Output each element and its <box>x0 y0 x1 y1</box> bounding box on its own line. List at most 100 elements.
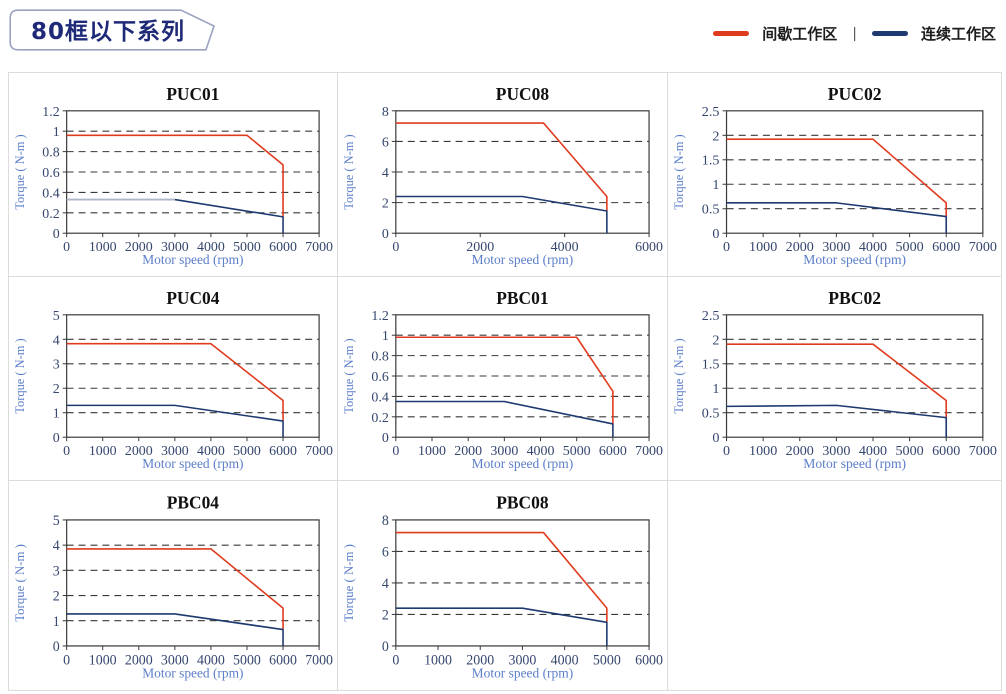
y-tick-label: 1.5 <box>702 358 720 373</box>
x-axis-label: Motor speed (rpm) <box>142 252 243 267</box>
y-tick-label: 1.2 <box>371 309 388 324</box>
y-tick-label: 8 <box>382 513 389 529</box>
series-line-continuous <box>395 607 608 646</box>
x-axis-label: Motor speed (rpm) <box>142 666 243 682</box>
x-axis-label: Motor speed (rpm) <box>472 252 574 267</box>
y-tick-label: 1 <box>712 178 719 193</box>
series-line-continuous <box>726 404 948 438</box>
plot-border <box>395 110 650 234</box>
x-tick-label: 2000 <box>125 444 153 459</box>
continuous-legend-label: 连续工作区 <box>920 25 996 43</box>
x-tick-label: 4000 <box>551 652 579 668</box>
torque-speed-chart: 0 1000 2000 3000 4000 5000 6000 7000 0 0.2 0.4 0.6 0… <box>13 84 333 267</box>
y-tick-label: 2 <box>382 197 389 212</box>
y-tick-label: 4 <box>53 538 60 554</box>
y-tick-label: 2.5 <box>702 309 720 324</box>
y-tick-label: 0.2 <box>371 411 388 426</box>
chart-cell-puc04: 0 1000 2000 3000 4000 5000 6000 7000 0 1 2 3 4 5 PUC04… <box>9 277 338 481</box>
y-tick-label: 3 <box>53 563 60 579</box>
y-tick-label: 0.8 <box>371 350 388 365</box>
x-tick-label: 3000 <box>508 652 536 668</box>
x-tick-label: 5000 <box>233 240 261 255</box>
x-tick-label: 5000 <box>593 652 621 668</box>
chart-cell-pbc02: 0 1000 2000 3000 4000 5000 6000 7000 0 0.5 1 1.5 2 2.… <box>668 277 1002 481</box>
x-tick-label: 7000 <box>635 444 663 459</box>
y-tick-label: 0 <box>382 431 389 446</box>
x-tick-label: 6000 <box>932 240 960 255</box>
y-tick-label: 1 <box>712 382 719 397</box>
y-axis-label: Torque ( N-m ) <box>672 338 686 413</box>
x-tick-label: 0 <box>63 652 70 668</box>
y-tick-label: 0 <box>382 639 389 655</box>
chart-cell-pbc04: 0 1000 2000 3000 4000 5000 6000 7000 0 1 2 3 4 5 PBC04… <box>9 481 338 691</box>
series-line-intermittent <box>726 343 948 418</box>
y-tick-label: 2 <box>53 382 60 397</box>
x-tick-label: 4000 <box>197 444 225 459</box>
chart-title: PUC08 <box>496 84 550 104</box>
x-tick-label: 0 <box>723 240 730 255</box>
y-tick-label: 0.8 <box>42 146 59 161</box>
y-tick-label: 0.2 <box>42 207 59 222</box>
torque-speed-chart: 0 1000 2000 3000 4000 5000 6000 7000 0 0.2 0.4 0.6 0… <box>342 288 663 471</box>
chart-title: PUC04 <box>166 288 219 308</box>
x-tick-label: 3000 <box>161 652 189 668</box>
y-tick-label: 2 <box>712 129 719 144</box>
chart-title: PBC01 <box>496 288 548 308</box>
series-line-intermittent <box>66 548 284 630</box>
x-tick-label: 3000 <box>822 240 850 255</box>
chart-title: PUC01 <box>166 84 219 104</box>
x-tick-label: 2000 <box>786 444 814 459</box>
x-tick-label: 4000 <box>197 652 225 668</box>
x-tick-label: 4000 <box>527 444 555 459</box>
x-axis-label: Motor speed (rpm) <box>803 252 906 268</box>
torque-speed-chart: 0 1000 2000 3000 4000 5000 6000 7000 0 0.5 1 1.5 2 2.… <box>672 288 997 472</box>
y-axis-label: Torque ( N-m ) <box>672 134 686 209</box>
x-tick-label: 0 <box>63 240 70 255</box>
x-tick-label: 0 <box>63 444 70 459</box>
x-tick-label: 3000 <box>822 444 850 459</box>
y-tick-label: 2 <box>382 607 389 623</box>
x-tick-label: 6000 <box>635 240 663 255</box>
legend-separator: | <box>852 25 857 42</box>
x-tick-label: 1000 <box>749 444 777 459</box>
x-axis-label: Motor speed (rpm) <box>472 456 574 471</box>
x-tick-label: 6000 <box>269 240 297 255</box>
x-tick-label: 6000 <box>599 444 627 459</box>
x-tick-label: 2000 <box>454 444 482 459</box>
continuous-legend-line <box>871 31 908 36</box>
x-tick-label: 1000 <box>418 444 446 459</box>
y-tick-label: 5 <box>53 309 60 324</box>
y-axis-label: Torque ( N-m ) <box>342 544 356 622</box>
y-tick-label: 4 <box>382 166 389 181</box>
chart-cell-puc08: 0 2000 4000 6000 0 2 4 6 8 PUC08 Motor speed (rpm)… <box>338 73 668 277</box>
x-tick-label: 2000 <box>786 240 814 255</box>
y-tick-label: 0 <box>382 227 389 242</box>
chart-title: PBC02 <box>828 288 881 308</box>
y-tick-label: 4 <box>53 333 60 348</box>
y-axis-label: Torque ( N-m ) <box>342 134 356 209</box>
x-tick-label: 0 <box>392 444 399 459</box>
y-tick-label: 0.4 <box>371 390 388 405</box>
y-axis-label: Torque ( N-m ) <box>13 134 27 209</box>
x-tick-label: 1000 <box>89 444 117 459</box>
x-tick-label: 7000 <box>969 240 997 255</box>
y-tick-label: 0 <box>712 431 719 446</box>
charts-grid: 0 1000 2000 3000 4000 5000 6000 7000 0 0.2 0.4 0.6 0… <box>8 72 1002 691</box>
x-tick-label: 6000 <box>932 444 960 459</box>
x-tick-label: 2000 <box>125 652 153 668</box>
x-axis-label: Motor speed (rpm) <box>472 666 574 682</box>
y-tick-label: 6 <box>382 544 389 560</box>
y-axis-label: Torque ( N-m ) <box>13 338 27 413</box>
x-tick-label: 2000 <box>125 240 153 255</box>
intermittent-legend-label: 间歇工作区 <box>762 25 838 43</box>
series-line-intermittent <box>395 336 614 424</box>
x-tick-label: 1000 <box>89 240 117 255</box>
y-tick-label: 0.6 <box>42 166 59 181</box>
y-tick-label: 0 <box>53 639 60 655</box>
chart-cell-pbc08: 0 1000 2000 3000 4000 5000 6000 0 2 4 6 8 PBC08 Motor… <box>338 481 668 691</box>
torque-speed-chart: 0 1000 2000 3000 4000 5000 6000 7000 0 0.5 1 1.5 2 2.… <box>672 84 997 268</box>
chart-title: PBC08 <box>496 492 548 512</box>
y-tick-label: 1 <box>53 407 60 422</box>
series-line-intermittent <box>395 122 608 212</box>
